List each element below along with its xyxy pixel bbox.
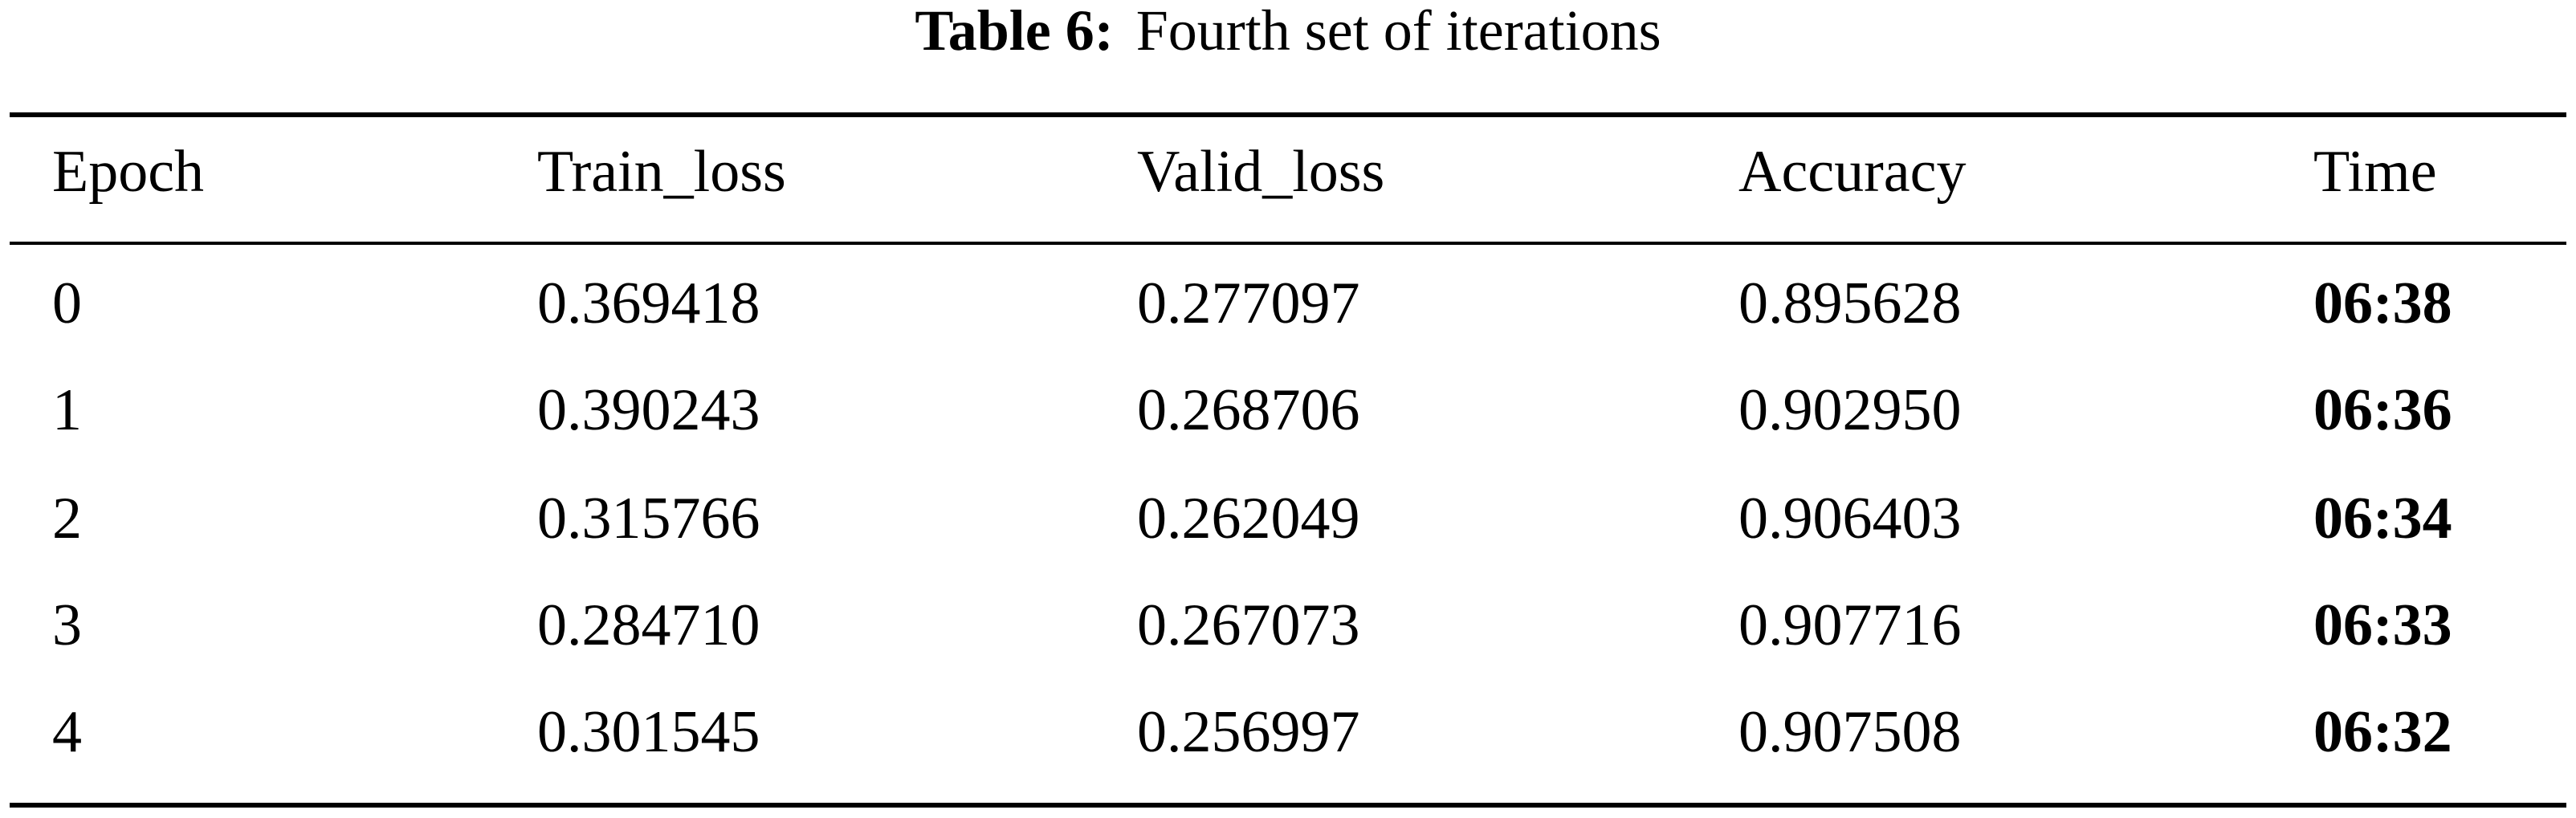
header-cell: Time <box>2313 139 2437 205</box>
header-cell: Epoch <box>52 139 204 205</box>
table-cell: 0.906403 <box>1738 486 1962 551</box>
table-cell: 0.268706 <box>1137 377 1360 443</box>
table-cell: 06:36 <box>2313 377 2452 443</box>
table-cell: 0 <box>52 271 82 336</box>
table-cell: 0.256997 <box>1137 699 1360 765</box>
table-cell: 3 <box>52 592 82 658</box>
table-cell: 0.267073 <box>1137 592 1360 658</box>
table-cell: 0.315766 <box>537 486 760 551</box>
header-cell: Accuracy <box>1738 139 1966 205</box>
table-cell: 4 <box>52 699 82 765</box>
table-cell: 0.390243 <box>537 377 760 443</box>
table-cell: 1 <box>52 377 82 443</box>
caption: Table 6: Fourth set of iterations <box>915 0 1661 63</box>
header-cell: Train_loss <box>537 139 786 205</box>
table-cell: 0.907716 <box>1738 592 1962 658</box>
table-cell: 06:34 <box>2313 486 2452 551</box>
header-cell: Valid_loss <box>1137 139 1384 205</box>
table-cell: 0.301545 <box>537 699 760 765</box>
table-cell: 06:38 <box>2313 271 2452 336</box>
table-cell: 0.262049 <box>1137 486 1360 551</box>
table-cell: 0.907508 <box>1738 699 1962 765</box>
table-cell: 06:33 <box>2313 592 2452 658</box>
caption-label: Table 6: <box>915 0 1113 63</box>
table-cell: 06:32 <box>2313 699 2452 765</box>
table-cell: 2 <box>52 486 82 551</box>
caption-text: Fourth set of iterations <box>1136 0 1661 63</box>
table-cell: 0.284710 <box>537 592 760 658</box>
table-cell: 0.369418 <box>537 271 760 336</box>
table-cell: 0.277097 <box>1137 271 1360 336</box>
table-cell: 0.895628 <box>1738 271 1962 336</box>
table-cell: 0.902950 <box>1738 377 1962 443</box>
